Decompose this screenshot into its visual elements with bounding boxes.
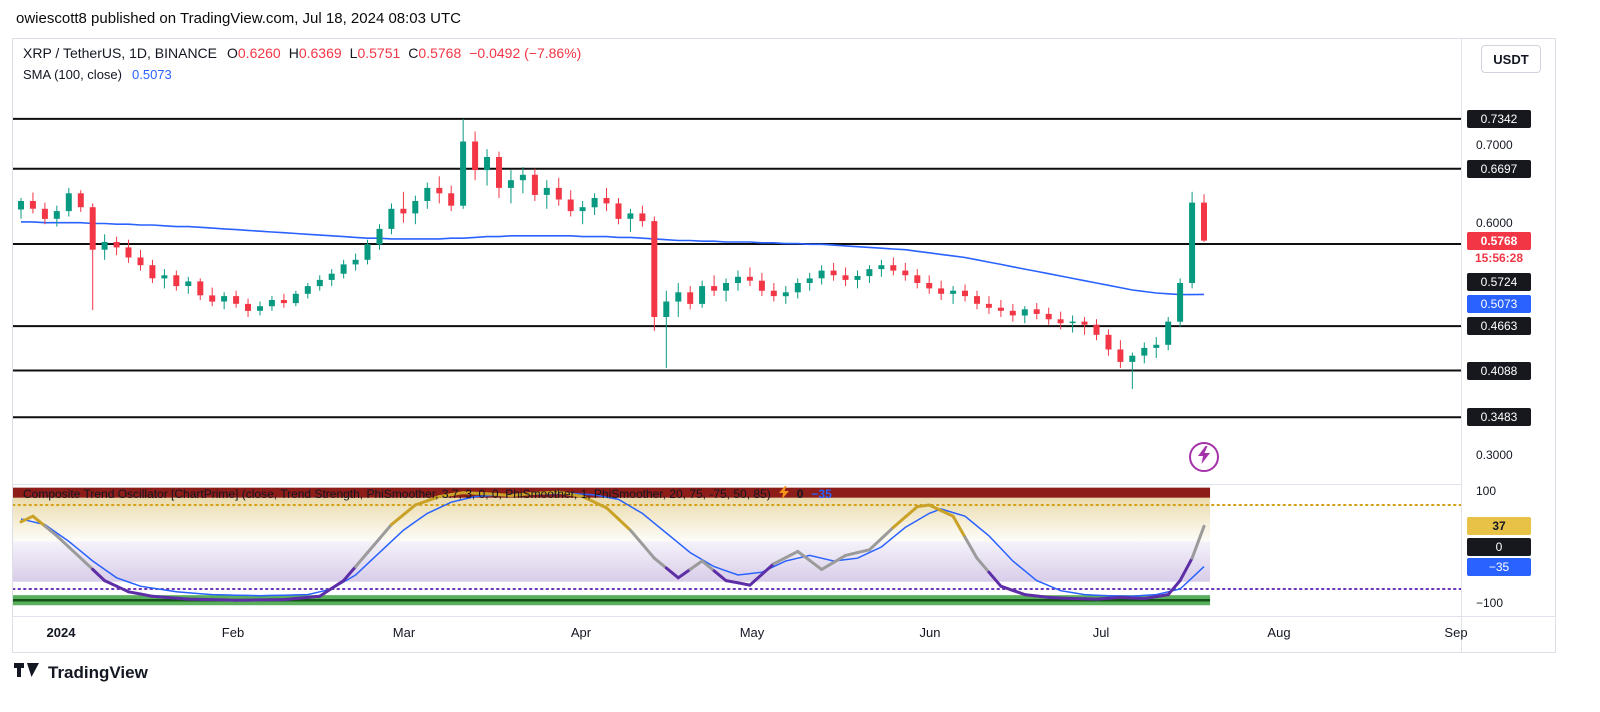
close-value: 0.5768 bbox=[418, 45, 462, 61]
axis-price-label: 0.5073 bbox=[1467, 295, 1531, 313]
chartprime-bolt-icon bbox=[778, 486, 789, 502]
oscillator-signal-line bbox=[20, 492, 1205, 598]
idea-marker[interactable] bbox=[1189, 442, 1219, 472]
axis-price-label: 0.5724 bbox=[1467, 273, 1531, 291]
time-axis-separator bbox=[13, 616, 1555, 617]
axis-price-label: 0.3483 bbox=[1467, 408, 1531, 426]
axis-tick-label: 100 bbox=[1476, 484, 1497, 498]
oscillator-value-zero: 0 bbox=[796, 487, 804, 501]
ohlc-readout: O0.6260 H0.6369 L0.5751 C0.5768 −0.0492 … bbox=[227, 45, 581, 61]
oscillator-main-line bbox=[19, 490, 1206, 602]
oscillator-layer bbox=[13, 487, 1461, 606]
sma-legend-label[interactable]: SMA (100, close) bbox=[23, 67, 122, 82]
chart-legend: XRP / TetherUS, 1D, BINANCE O0.6260 H0.6… bbox=[23, 45, 581, 82]
price-axis[interactable]: 0.7342 0.7000 0.6697 0.6000 0.5768 15:56:28 0.… bbox=[1462, 39, 1555, 616]
time-axis-label: Sep bbox=[1444, 625, 1468, 640]
axis-price-label: 0 bbox=[1467, 538, 1531, 556]
time-axis-label: Mar bbox=[392, 625, 416, 640]
axis-price-label: 0.7342 bbox=[1467, 110, 1531, 128]
pane-separator[interactable] bbox=[13, 484, 1461, 485]
currency-toggle-button[interactable]: USDT bbox=[1481, 45, 1541, 73]
axis-separator bbox=[1461, 39, 1462, 652]
change-value: −0.0492 (−7.86%) bbox=[469, 45, 582, 61]
tradingview-logo-icon bbox=[14, 662, 40, 683]
time-axis-label: Feb bbox=[221, 625, 245, 640]
time-axis[interactable]: 2024 Feb Mar Apr May Jun Jul Aug Sep bbox=[13, 616, 1468, 652]
axis-tick-label: −100 bbox=[1476, 596, 1504, 610]
open-value: 0.6260 bbox=[237, 45, 281, 61]
time-axis-label: May bbox=[739, 625, 765, 640]
footer-brand[interactable]: TradingView bbox=[14, 662, 148, 683]
high-value: 0.6369 bbox=[298, 45, 342, 61]
low-label: L bbox=[349, 45, 358, 61]
time-axis-label: Aug bbox=[1267, 625, 1291, 640]
sma-line bbox=[21, 221, 1205, 296]
sma-legend-value: 0.5073 bbox=[132, 67, 172, 82]
axis-price-label: 0.5768 bbox=[1467, 232, 1531, 250]
close-label: C bbox=[408, 45, 419, 61]
publish-line: owiescott8 published on TradingView.com,… bbox=[16, 10, 461, 27]
axis-tick-label: 0.3000 bbox=[1476, 448, 1513, 462]
high-label: H bbox=[288, 45, 299, 61]
level-lines bbox=[13, 117, 1461, 419]
axis-tick-label: 0.7000 bbox=[1476, 138, 1513, 152]
time-axis-label: Jun bbox=[919, 625, 941, 640]
axis-price-label: 0.4088 bbox=[1467, 362, 1531, 380]
time-axis-label: 2024 bbox=[46, 625, 76, 640]
axis-price-label: 37 bbox=[1467, 517, 1531, 535]
low-value: 0.5751 bbox=[357, 45, 401, 61]
symbol-title[interactable]: XRP / TetherUS, 1D, BINANCE bbox=[23, 45, 217, 61]
oscillator-title[interactable]: Composite Trend Oscillator [ChartPrime] … bbox=[23, 487, 771, 501]
axis-price-label: 0.6697 bbox=[1467, 160, 1531, 178]
oscillator-legend[interactable]: Composite Trend Oscillator [ChartPrime] … bbox=[23, 486, 832, 502]
chart-canvas[interactable] bbox=[13, 39, 1461, 616]
axis-tick-label: 0.6000 bbox=[1476, 216, 1513, 230]
time-axis-label: Jul bbox=[1092, 625, 1110, 640]
oscillator-value-neg: −35 bbox=[811, 487, 832, 501]
footer-brand-text: TradingView bbox=[48, 662, 148, 682]
candles-layer bbox=[18, 118, 1207, 389]
open-label: O bbox=[227, 45, 238, 61]
lightning-icon bbox=[1197, 445, 1211, 469]
axis-price-label: −35 bbox=[1467, 558, 1531, 576]
axis-price-label: 0.4663 bbox=[1467, 317, 1531, 335]
countdown-label: 15:56:28 bbox=[1474, 251, 1524, 265]
chart-widget: XRP / TetherUS, 1D, BINANCE O0.6260 H0.6… bbox=[12, 38, 1556, 653]
time-axis-label: Apr bbox=[570, 625, 592, 640]
